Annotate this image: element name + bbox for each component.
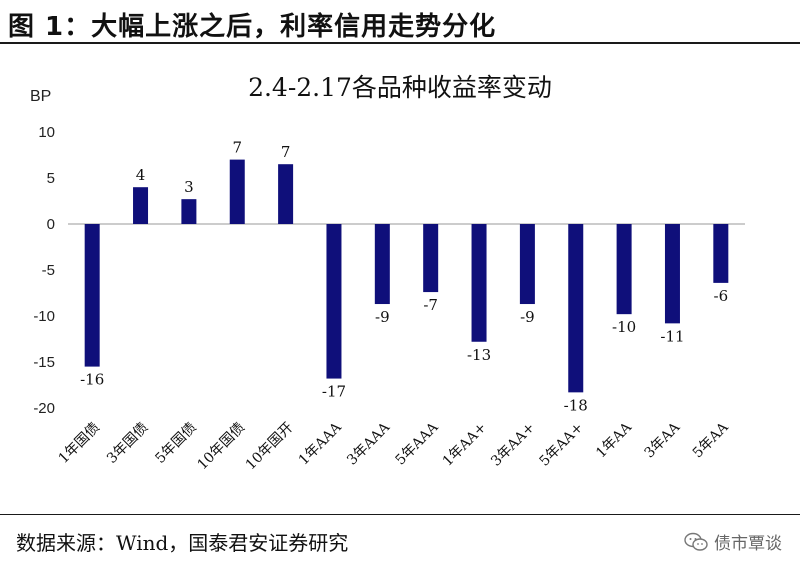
data-label: -6 — [714, 287, 729, 305]
x-tick-label: 5年AAA — [393, 419, 443, 469]
data-label: -11 — [660, 327, 684, 345]
x-tick-label: 3年国债 — [104, 420, 151, 467]
x-tick-label: 1年AAA — [296, 419, 346, 469]
wechat-icon — [684, 532, 708, 551]
data-label: 7 — [281, 143, 291, 161]
x-tick-label: 5年AA+ — [536, 420, 586, 470]
bar — [326, 224, 342, 379]
data-label: -9 — [375, 308, 390, 326]
bar — [568, 224, 584, 393]
x-tick-label: 3年AA+ — [488, 420, 538, 470]
data-label: -10 — [612, 318, 636, 336]
data-label: -13 — [467, 346, 491, 364]
y-tick-label: 5 — [47, 170, 55, 187]
x-tick-label: 5年AA — [690, 419, 732, 461]
x-tick-label: 1年AA — [593, 419, 635, 461]
x-tick-label: 1年AA+ — [440, 420, 490, 470]
bar — [278, 164, 294, 224]
bar — [664, 224, 680, 324]
data-label: -9 — [520, 308, 535, 326]
source-note: 数据来源：Wind，国泰君安证券研究 — [16, 531, 349, 555]
y-tick-label: -20 — [33, 400, 55, 417]
data-label: -16 — [80, 371, 104, 389]
x-tick-label: 5年国债 — [152, 420, 199, 467]
chart-area: 2.4-2.17各品种收益率变动 BP 10 5 0 -5 -10 -15 -20 -16 1年国债… — [0, 52, 800, 502]
bar — [181, 199, 197, 224]
bar — [519, 224, 535, 305]
data-label: -17 — [322, 383, 346, 401]
figure-title: 图 1：大幅上涨之后，利率信用走势分化 — [8, 12, 497, 42]
bar — [84, 224, 100, 367]
bar — [423, 224, 439, 293]
bar — [616, 224, 632, 315]
data-label: -7 — [423, 296, 438, 314]
bar — [229, 159, 245, 224]
bar-chart: 2.4-2.17各品种收益率变动 BP 10 5 0 -5 -10 -15 -20 -16 1年国债… — [30, 73, 745, 474]
x-tick-label: 1年国债 — [56, 420, 103, 467]
y-tick-label: -5 — [42, 262, 55, 279]
x-tick-label: 3年AA — [641, 419, 683, 461]
x-tick-label: 10年国债 — [194, 420, 248, 474]
y-tick-label: -10 — [33, 308, 55, 325]
figure-footer: 数据来源：Wind，国泰君安证券研究 债市覃谈 — [0, 514, 800, 564]
bar — [133, 187, 149, 224]
bar — [713, 224, 729, 283]
watermark: 债市覃谈 — [684, 529, 782, 554]
y-axis-label: BP — [30, 88, 51, 105]
figure-header: 图 1：大幅上涨之后，利率信用走势分化 — [0, 0, 800, 44]
x-tick-label: 3年AAA — [344, 419, 394, 469]
chart-title: 2.4-2.17各品种收益率变动 — [248, 73, 552, 102]
watermark-text: 债市覃谈 — [714, 534, 782, 554]
data-label: -18 — [564, 396, 588, 414]
y-tick-label: -15 — [33, 354, 55, 371]
y-tick-label: 0 — [47, 216, 55, 233]
data-label: 7 — [232, 139, 242, 157]
bar — [374, 224, 390, 305]
x-tick-label: 10年国开 — [243, 420, 297, 474]
y-tick-label: 10 — [38, 124, 55, 141]
data-label: 3 — [184, 178, 194, 196]
data-label: 4 — [136, 166, 146, 184]
bar — [471, 224, 487, 342]
